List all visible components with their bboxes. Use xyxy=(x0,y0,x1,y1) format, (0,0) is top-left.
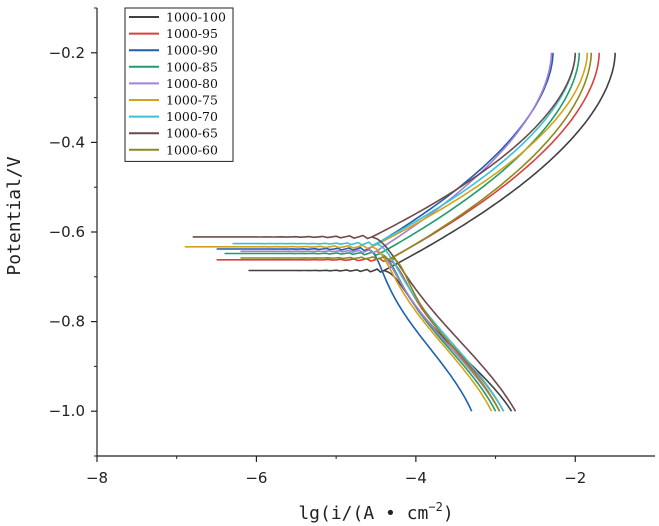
series-1000-90 xyxy=(216,52,554,412)
x-axis-title-sup: −2 xyxy=(428,500,442,514)
x-tick-label: −2 xyxy=(564,469,586,487)
series-anodic-line xyxy=(383,52,616,272)
ticks: −8 −6 −4 −2 −1.0 −0.8 −0.6 −0.4 −0.2 xyxy=(49,7,586,487)
y-tick-label: −0.6 xyxy=(49,223,85,241)
series-anodic-line xyxy=(387,52,600,261)
series-anodic-line xyxy=(391,52,592,259)
legend-label: 1000-75 xyxy=(166,93,218,108)
series-plateau-line xyxy=(184,244,373,250)
series-anodic-line xyxy=(371,52,588,248)
series-1000-60 xyxy=(240,52,592,412)
series-1000-95 xyxy=(216,52,600,412)
legend-label: 1000-65 xyxy=(166,126,218,141)
x-axis-title-close: ) xyxy=(443,503,454,524)
x-axis-title: lg(i/(A • cm−2) xyxy=(298,500,453,524)
legend-label: 1000-85 xyxy=(166,59,218,74)
legend-label: 1000-60 xyxy=(166,142,218,157)
series-anodic-line xyxy=(371,52,577,238)
series-plateau-line xyxy=(224,251,381,257)
series-anodic-line xyxy=(367,52,554,250)
series-cathodic-line xyxy=(375,242,505,412)
series-plateau-line xyxy=(240,255,393,261)
series-1000-70 xyxy=(232,52,577,412)
x-tick-label: −8 xyxy=(86,469,108,487)
series-cathodic-line xyxy=(375,250,501,412)
legend-label: 1000-70 xyxy=(166,109,218,124)
y-tick-label: −1.0 xyxy=(49,402,85,420)
legend-label: 1000-95 xyxy=(166,26,218,41)
series-cathodic-line xyxy=(391,257,501,412)
series-plateau-line xyxy=(192,234,373,240)
series-1000-65 xyxy=(192,52,577,412)
legend-label: 1000-90 xyxy=(166,43,218,58)
y-axis-title: Potential/V xyxy=(4,156,25,275)
legend-label: 1000-100 xyxy=(166,10,226,25)
series-plateau-line xyxy=(216,246,369,252)
x-tick-label: −4 xyxy=(405,469,427,487)
x-axis-title-main: lg(i/(A • cm xyxy=(298,503,428,524)
series-cathodic-line xyxy=(367,248,473,412)
series-plateau-line xyxy=(232,241,377,247)
series-plateau-line xyxy=(248,268,385,274)
series-1000-75 xyxy=(184,52,588,412)
y-tick-label: −0.8 xyxy=(49,313,85,331)
y-tick-label: −0.4 xyxy=(49,133,85,151)
series-cathodic-line xyxy=(371,246,493,412)
y-tick-label: −0.2 xyxy=(49,44,85,62)
legend-label: 1000-80 xyxy=(166,76,218,91)
series-plateau-line xyxy=(216,257,389,263)
series-plateau-line xyxy=(240,248,377,254)
x-tick-label: −6 xyxy=(245,469,267,487)
plot-lines xyxy=(184,52,616,412)
